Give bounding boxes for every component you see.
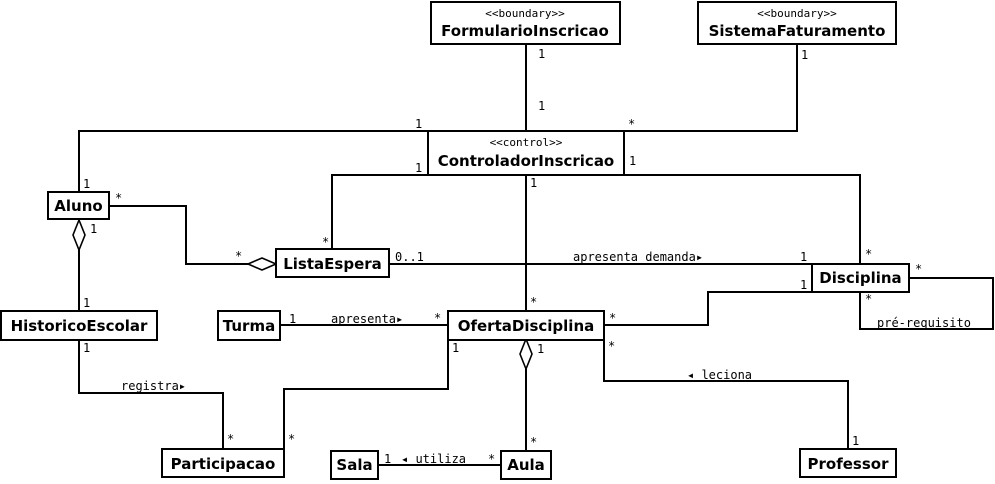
multiplicity-label: *	[235, 249, 242, 263]
class-name: OfertaDisciplina	[458, 317, 595, 335]
multiplicity-label: *	[530, 295, 537, 309]
class-name: HistoricoEscolar	[11, 317, 148, 335]
edge-historico-participacao	[78, 340, 224, 449]
edge-aluno-controlador	[78, 130, 428, 192]
class-aula[interactable]: Aula	[500, 450, 552, 480]
multiplicity-label: 1	[83, 177, 90, 191]
class-aluno[interactable]: Aluno	[47, 191, 110, 220]
class-turma[interactable]: Turma	[217, 310, 281, 341]
class-controlador-inscricao[interactable]: <<control>> ControladorInscricao	[427, 130, 625, 176]
edge-aluno-listaespera	[109, 205, 250, 265]
edge-faturamento-controlador	[624, 44, 798, 132]
multiplicity-label: *	[227, 432, 234, 446]
association-label-pre-requisito: pré-requisito	[877, 316, 971, 330]
association-labels: apresenta demanda▸ pré-requisito apresen…	[121, 250, 971, 466]
aggregation-diamond-aluno	[72, 217, 86, 253]
association-label-leciona: ◂ leciona	[687, 368, 752, 382]
class-participacao[interactable]: Participacao	[161, 448, 285, 478]
multiplicity-label: 1	[384, 452, 391, 466]
edge-controlador-listaespera	[331, 174, 428, 249]
multiplicity-label: 1	[852, 434, 859, 448]
multiplicity-label: 1	[538, 99, 545, 113]
aggregation-diamond-oferta	[519, 336, 533, 372]
stereotype-label: <<boundary>>	[757, 7, 837, 20]
class-name: ListaEspera	[283, 255, 382, 273]
multiplicity-label: 1	[289, 312, 296, 326]
multiplicities: 1 1 1 * 1 1 1 * 1 * 1 * * * 0..1 1 1 1 *…	[83, 47, 922, 466]
stereotype-label: <<boundary>>	[485, 7, 565, 20]
multiplicity-label: *	[608, 339, 615, 353]
multiplicity-label: 1	[530, 176, 537, 190]
multiplicity-label: *	[288, 432, 295, 446]
multiplicity-label: 0..1	[395, 250, 424, 264]
class-name: FormularioInscricao	[441, 22, 609, 40]
multiplicity-label: *	[865, 292, 872, 306]
multiplicity-label: 1	[537, 342, 544, 356]
edge-controlador-disciplina	[624, 174, 861, 264]
multiplicity-label: 1	[83, 341, 90, 355]
class-name: Participacao	[171, 455, 276, 473]
edge-oferta-participacao	[283, 340, 449, 449]
multiplicity-label: 1	[538, 47, 545, 61]
multiplicity-label: 1	[90, 222, 97, 236]
class-formulario-inscricao[interactable]: <<boundary>> FormularioInscricao	[430, 1, 621, 45]
multiplicity-label: 1	[452, 341, 459, 355]
multiplicity-label: 1	[800, 278, 807, 292]
class-name: Aula	[507, 456, 545, 474]
class-lista-espera[interactable]: ListaEspera	[275, 248, 390, 278]
multiplicity-label: *	[628, 117, 635, 131]
class-sala[interactable]: Sala	[330, 450, 379, 480]
multiplicity-label: 1	[629, 154, 636, 168]
association-label-registra: registra▸	[121, 379, 186, 393]
multiplicity-label: *	[609, 311, 616, 325]
class-oferta-disciplina[interactable]: OfertaDisciplina	[447, 310, 605, 341]
class-name: Disciplina	[819, 269, 901, 287]
edge-disciplina-oferta	[604, 291, 812, 326]
multiplicity-label: *	[115, 191, 122, 205]
multiplicity-label: 1	[801, 48, 808, 62]
class-name: ControladorInscricao	[438, 152, 615, 170]
class-disciplina[interactable]: Disciplina	[811, 263, 910, 293]
multiplicity-label: 1	[83, 296, 90, 310]
multiplicity-label: 1	[800, 250, 807, 264]
class-professor[interactable]: Professor	[799, 448, 897, 478]
multiplicity-label: *	[530, 435, 537, 449]
multiplicity-label: *	[488, 452, 495, 466]
multiplicity-label: *	[865, 247, 872, 261]
aggregation-diamond-listaespera	[245, 257, 279, 271]
edge-disciplina-self	[859, 277, 994, 330]
multiplicity-label: *	[915, 262, 922, 276]
multiplicity-label: 1	[415, 117, 422, 131]
class-name: Sala	[336, 456, 372, 474]
multiplicity-label: *	[322, 235, 329, 249]
class-name: Aluno	[54, 197, 102, 215]
edges	[78, 44, 994, 466]
association-label-apresenta-demanda: apresenta demanda▸	[573, 250, 703, 264]
class-name: Turma	[223, 317, 275, 335]
multiplicity-label: *	[434, 311, 441, 325]
association-label-utiliza: ◂ utiliza	[401, 452, 466, 466]
class-name: Professor	[808, 455, 890, 473]
multiplicity-label: 1	[415, 161, 422, 175]
association-label-apresenta: apresenta▸	[331, 312, 403, 326]
class-name: SistemaFaturamento	[709, 22, 886, 40]
edge-oferta-professor	[603, 340, 849, 449]
stereotype-label: <<control>>	[490, 136, 563, 149]
class-sistema-faturamento[interactable]: <<boundary>> SistemaFaturamento	[697, 1, 897, 45]
class-historico-escolar[interactable]: HistoricoEscolar	[0, 310, 158, 341]
